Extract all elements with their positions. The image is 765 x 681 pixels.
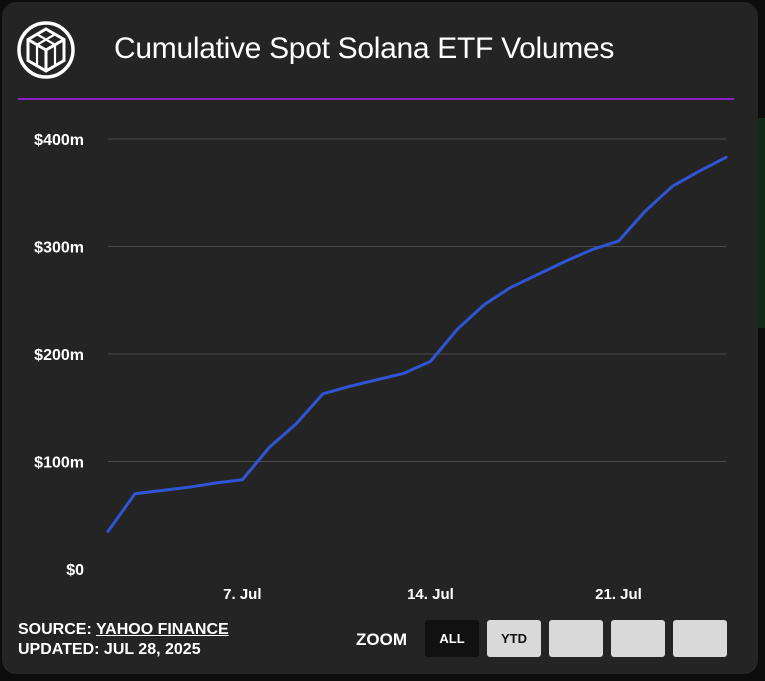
x-tick-label: 7. Jul [223,586,261,603]
zoom-button-ytd[interactable]: YTD [487,620,541,657]
chart-card: Cumulative Spot Solana ETF Volumes $0 $10… [2,2,758,674]
title-divider [18,98,734,100]
x-tick-label: 14. Jul [407,586,454,603]
line-chart: $0 $100m $200m $300m $400m 7. Jul 14. Jul 21. J… [34,132,728,603]
updated-date: UPDATED: JUL 28, 2025 [18,641,201,658]
background-edge [758,118,765,328]
zoom-button-5[interactable] [673,620,727,657]
source-info: SOURCE: YAHOO FINANCE UPDATED: JUL 28, 2… [18,620,229,660]
source-prefix: SOURCE: [18,621,96,638]
y-tick-label: $300m [34,240,84,257]
y-tick-label: $400m [34,132,84,149]
chart-header: Cumulative Spot Solana ETF Volumes [2,2,758,98]
chart-footer: SOURCE: YAHOO FINANCE UPDATED: JUL 28, 2… [2,614,758,674]
zoom-button-all[interactable]: ALL [425,620,479,657]
series-line [106,155,728,533]
the-block-logo-icon [17,21,75,79]
chart-title: Cumulative Spot Solana ETF Volumes [114,32,615,65]
zoom-button-4[interactable] [611,620,665,657]
y-tick-label: $200m [34,347,84,364]
zoom-label: ZOOM [356,630,407,649]
source-link[interactable]: YAHOO FINANCE [95,621,229,638]
zoom-button-3[interactable] [549,620,603,657]
y-tick-label: $0 [66,562,84,579]
x-tick-label: 21. Jul [595,586,642,603]
y-tick-label: $100m [34,455,84,472]
